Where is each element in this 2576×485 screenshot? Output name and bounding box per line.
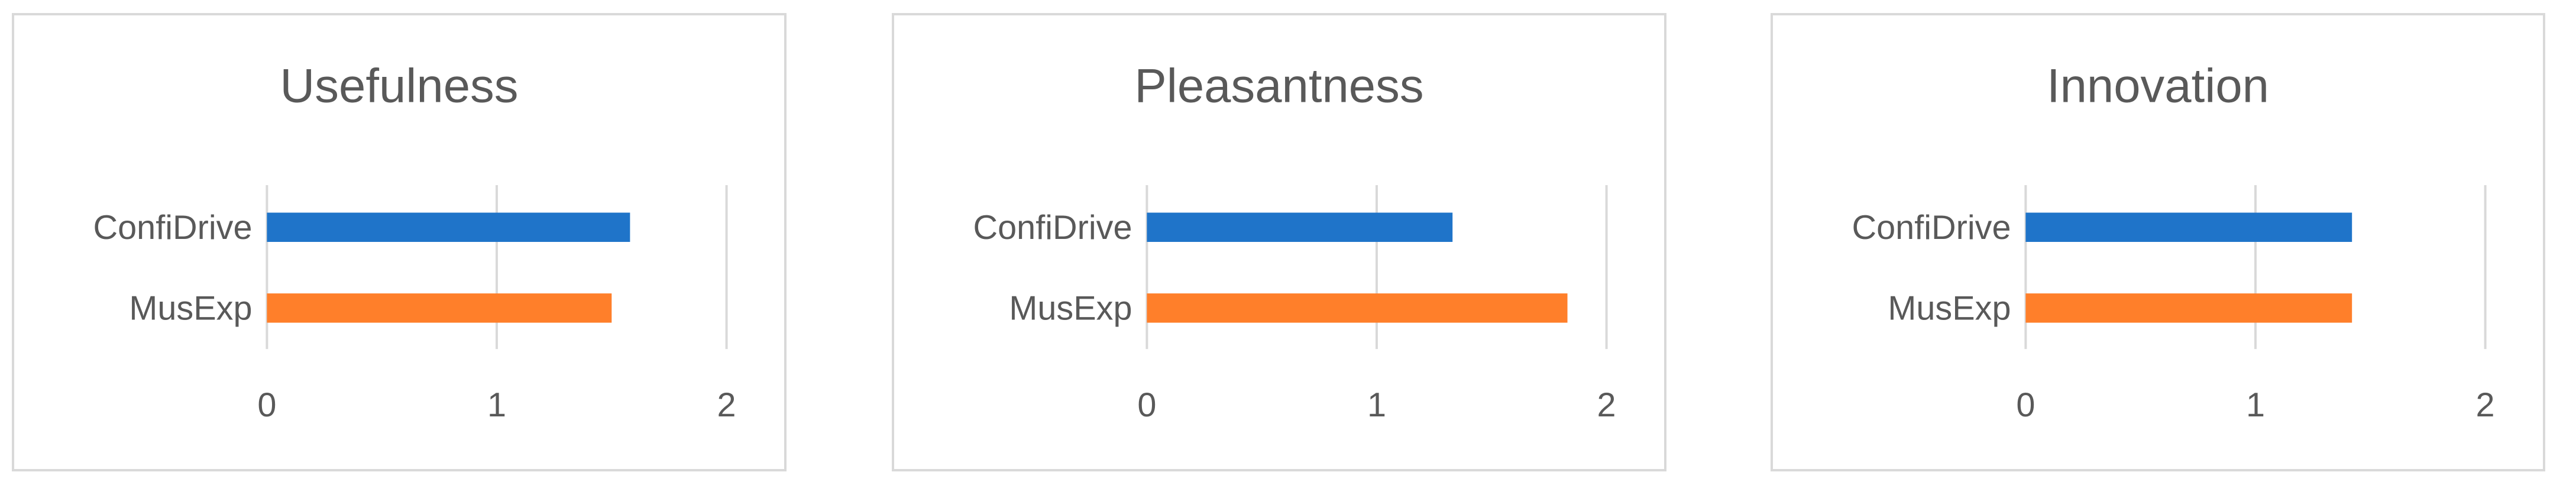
category-label: ConfiDrive	[1852, 209, 2011, 247]
x-tick-label: 2	[1597, 386, 1616, 424]
chart-panel-usefulness: Usefulness 0 1 2 ConfiDrive MusExp	[12, 13, 787, 471]
x-tick-label: 1	[2246, 386, 2265, 424]
category-label: MusExp	[129, 290, 252, 328]
chart-title: Pleasantness	[1134, 59, 1423, 113]
x-tick-label: 2	[717, 386, 736, 424]
category-label: ConfiDrive	[93, 209, 252, 247]
x-tick-label: 2	[2476, 386, 2495, 424]
chart-panel-innovation: Innovation 0 1 2 ConfiDrive MusExp	[1771, 13, 2545, 471]
category-label: MusExp	[1888, 290, 2011, 328]
chart-innovation: Innovation 0 1 2 ConfiDrive MusExp	[1852, 59, 2495, 424]
category-label: MusExp	[1009, 290, 1132, 328]
x-tick-label: 0	[1137, 386, 1156, 424]
bar-musexp	[1147, 293, 1568, 323]
chart-usefulness: Usefulness 0 1 2 ConfiDrive MusExp	[93, 59, 736, 424]
bar-confidrive	[267, 212, 630, 242]
bar-confidrive	[2025, 212, 2352, 242]
x-tick-label: 1	[487, 386, 506, 424]
category-label: ConfiDrive	[973, 209, 1132, 247]
bar-musexp	[2025, 293, 2352, 323]
chart-panel-pleasantness: Pleasantness 0 1 2 ConfiDrive MusExp	[892, 13, 1666, 471]
x-tick-label: 0	[257, 386, 276, 424]
bar-confidrive	[1147, 212, 1453, 242]
x-tick-label: 1	[1367, 386, 1386, 424]
bar-musexp	[267, 293, 612, 323]
chart-title: Usefulness	[280, 59, 518, 113]
x-tick-label: 0	[2016, 386, 2035, 424]
chart-title: Innovation	[2047, 59, 2269, 113]
chart-pleasantness: Pleasantness 0 1 2 ConfiDrive MusExp	[973, 59, 1616, 424]
